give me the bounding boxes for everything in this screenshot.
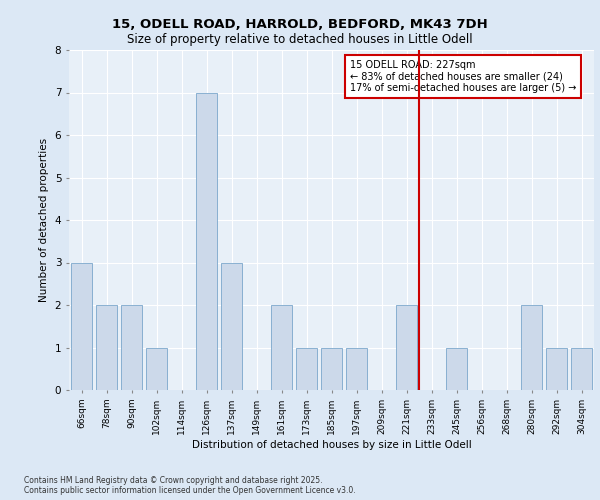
Bar <box>146 348 167 390</box>
Bar <box>446 348 467 390</box>
Bar <box>221 262 242 390</box>
X-axis label: Distribution of detached houses by size in Little Odell: Distribution of detached houses by size … <box>191 440 472 450</box>
Bar <box>571 348 592 390</box>
Bar <box>346 348 367 390</box>
Text: Size of property relative to detached houses in Little Odell: Size of property relative to detached ho… <box>127 32 473 46</box>
Bar <box>521 305 542 390</box>
Bar <box>296 348 317 390</box>
Text: Contains HM Land Registry data © Crown copyright and database right 2025.
Contai: Contains HM Land Registry data © Crown c… <box>24 476 356 495</box>
Bar <box>396 305 417 390</box>
Bar <box>121 305 142 390</box>
Bar <box>321 348 342 390</box>
Bar <box>71 262 92 390</box>
Bar <box>546 348 567 390</box>
Bar <box>196 92 217 390</box>
Y-axis label: Number of detached properties: Number of detached properties <box>39 138 49 302</box>
Text: 15, ODELL ROAD, HARROLD, BEDFORD, MK43 7DH: 15, ODELL ROAD, HARROLD, BEDFORD, MK43 7… <box>112 18 488 30</box>
Bar <box>96 305 117 390</box>
Bar <box>271 305 292 390</box>
Text: 15 ODELL ROAD: 227sqm
← 83% of detached houses are smaller (24)
17% of semi-deta: 15 ODELL ROAD: 227sqm ← 83% of detached … <box>350 60 576 94</box>
